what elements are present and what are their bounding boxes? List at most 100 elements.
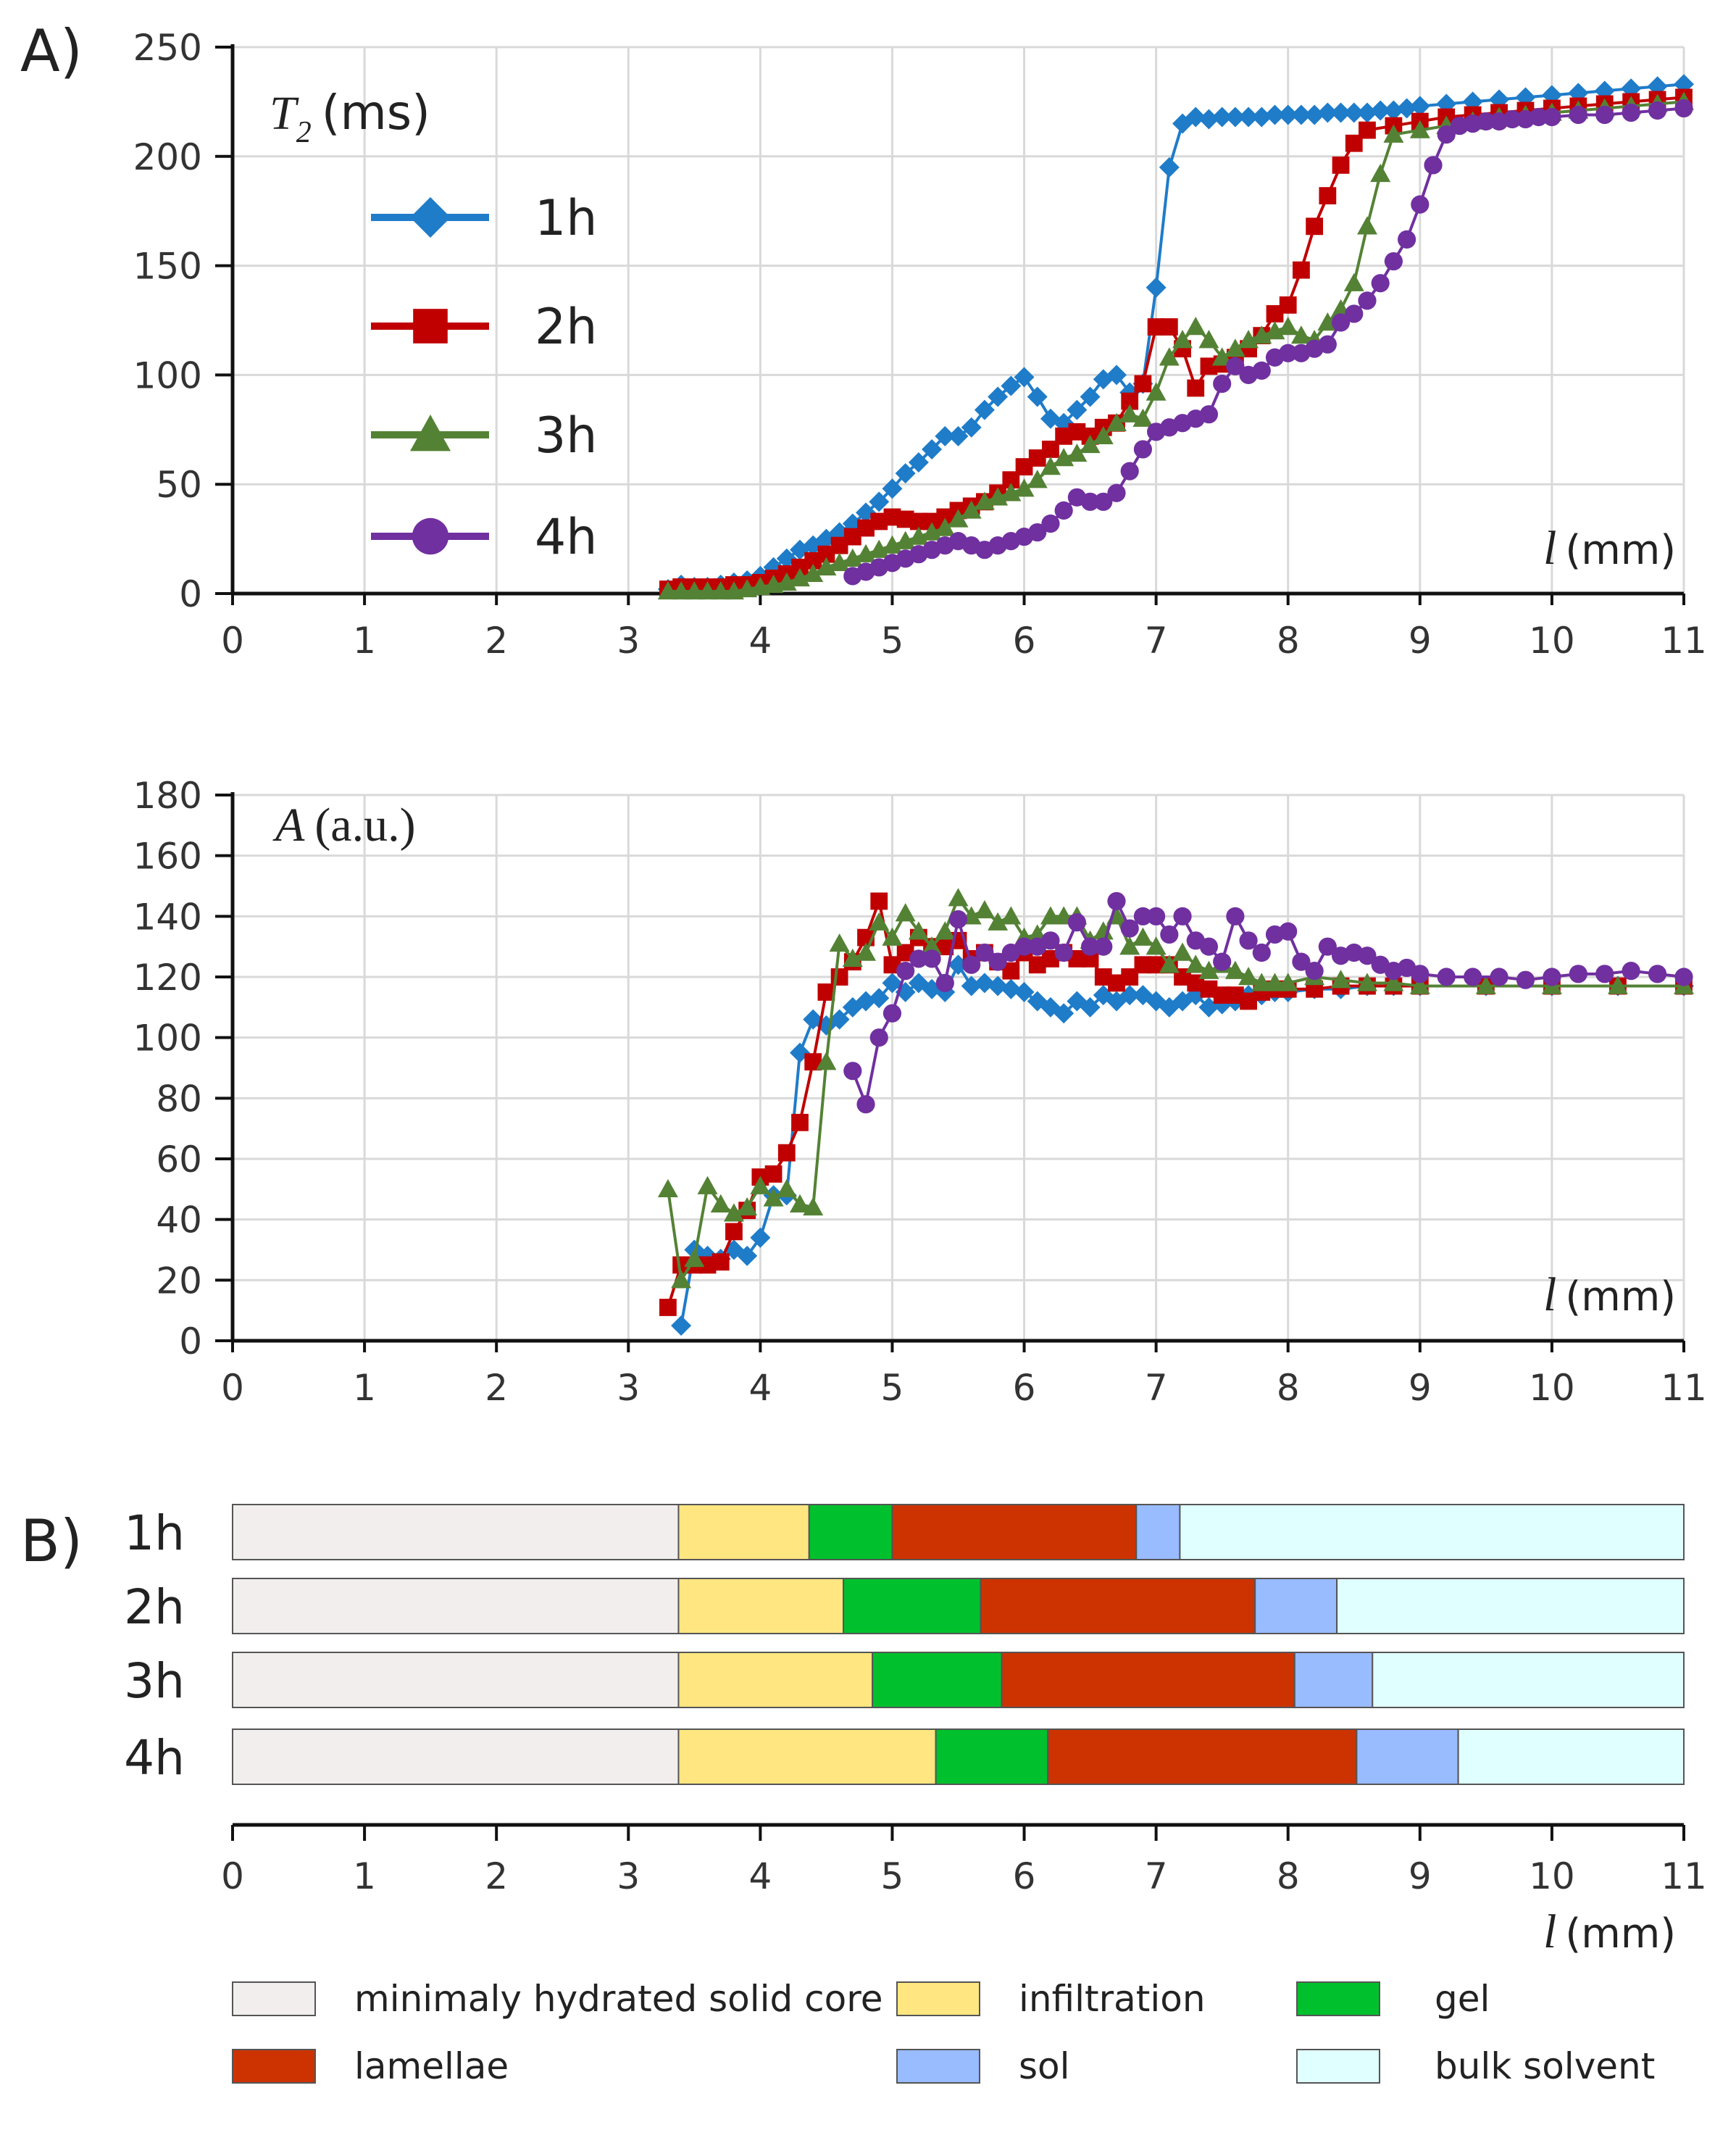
legend-marker-4h xyxy=(412,517,449,555)
data-point-2h xyxy=(791,558,809,576)
data-point-3h xyxy=(1475,975,1496,994)
x-tick-label: 9 xyxy=(1409,1855,1432,1897)
data-point-4h xyxy=(1107,483,1126,502)
data-point-3h xyxy=(1067,443,1088,462)
data-point-3h xyxy=(1238,967,1259,986)
data-point-3h xyxy=(1185,317,1206,336)
x-tick-label: 9 xyxy=(1409,1367,1432,1409)
legend-marker-1h xyxy=(410,197,451,238)
data-point-1h xyxy=(974,399,995,420)
x-tick-label: 2 xyxy=(485,620,508,662)
legend-label-3h: 3h xyxy=(535,407,597,465)
data-point-2h xyxy=(1226,986,1244,1004)
data-point-1h xyxy=(1370,100,1391,121)
x-tick-label: 6 xyxy=(1013,620,1036,662)
data-point-4h xyxy=(1094,492,1113,511)
data-point-1h xyxy=(671,1315,692,1336)
data-point-1h xyxy=(750,1227,771,1248)
data-point-3h xyxy=(1343,273,1364,291)
data-point-4h xyxy=(1318,335,1337,354)
y-tick-label: 180 xyxy=(133,775,202,817)
data-point-4h xyxy=(1199,937,1219,956)
data-point-3h xyxy=(710,581,731,600)
data-point-3h xyxy=(1159,347,1180,366)
data-point-4h xyxy=(1569,105,1587,125)
legend-label-gel: gel xyxy=(1435,1978,1490,2020)
data-point-4h xyxy=(1133,440,1153,459)
data-point-3h xyxy=(1145,382,1167,401)
x-tick-label: 0 xyxy=(221,1367,244,1409)
data-point-4h xyxy=(975,943,994,962)
data-point-3h xyxy=(684,1249,705,1268)
data-point-2h xyxy=(1002,962,1020,980)
data-point-2h xyxy=(1134,375,1152,393)
x-tick-label: 7 xyxy=(1145,620,1168,662)
y-tick-label: 200 xyxy=(133,136,202,178)
data-point-2h xyxy=(870,892,888,910)
data-point-1h xyxy=(988,975,1009,997)
data-point-3h xyxy=(1409,120,1430,138)
data-point-4h xyxy=(1120,919,1139,938)
bar-segment-4h-gel xyxy=(935,1728,1049,1785)
data-point-4h xyxy=(1080,937,1100,956)
data-point-4h xyxy=(1530,107,1548,127)
legend-marker-3h xyxy=(410,415,451,452)
data-point-2h xyxy=(764,1165,783,1183)
data-point-3h xyxy=(1040,906,1061,925)
data-point-4h xyxy=(1358,291,1377,310)
data-point-3h xyxy=(1198,330,1219,349)
data-point-4h xyxy=(1371,274,1390,293)
data-point-3h xyxy=(882,927,903,946)
data-point-2h xyxy=(1200,980,1218,998)
data-point-4h xyxy=(1054,943,1073,962)
data-point-4h xyxy=(1120,462,1139,481)
data-point-4h xyxy=(1080,492,1100,511)
data-point-1h xyxy=(1224,107,1245,128)
data-point-3h xyxy=(988,912,1009,931)
data-point-2h xyxy=(936,508,954,526)
data-point-1h xyxy=(961,975,982,997)
legend-label-core: minimaly hydrated solid core xyxy=(354,1978,882,2020)
data-point-1h xyxy=(935,425,956,446)
y-tick-label: 100 xyxy=(133,354,202,396)
data-point-3h xyxy=(1383,973,1404,991)
data-point-3h xyxy=(1093,921,1114,940)
data-point-3h xyxy=(1145,936,1167,955)
x-tick-label: 1 xyxy=(353,620,376,662)
data-point-2h xyxy=(1147,318,1165,336)
data-point-3h xyxy=(935,921,956,940)
bar-segment-1h-lamellae xyxy=(891,1504,1138,1560)
x-tick-label: 1 xyxy=(353,1367,376,1409)
bar-label-1h: 1h xyxy=(124,1505,185,1561)
data-point-4h xyxy=(948,910,968,929)
bar-segment-3h-lamellae xyxy=(1001,1652,1295,1708)
data-point-3h xyxy=(1159,954,1180,973)
bar-segment-1h-bulk xyxy=(1179,1504,1685,1560)
bar-segment-1h-gel xyxy=(808,1504,893,1560)
data-point-4h xyxy=(1622,103,1640,122)
x-tick-label: 3 xyxy=(617,620,640,662)
data-point-3h xyxy=(1409,975,1430,994)
data-point-3h xyxy=(1001,906,1022,925)
data-point-4h xyxy=(1213,952,1232,971)
data-point-3h xyxy=(1224,960,1245,979)
data-point-2h xyxy=(1028,449,1046,467)
data-point-1h xyxy=(869,988,890,1009)
data-point-3h xyxy=(1277,973,1298,991)
data-point-4h xyxy=(1595,105,1614,125)
legend-label-infiltration: infiltration xyxy=(1019,1978,1206,2020)
data-point-4h xyxy=(1041,514,1060,533)
phase-bars: 1h 2h 3h 4h 0 1 2 3 4 5 6 7 8 9 10 11 xyxy=(124,1504,1707,1897)
data-point-4h xyxy=(1595,965,1614,983)
data-point-3h xyxy=(1607,975,1628,994)
bar-segment-3h-core xyxy=(232,1652,680,1708)
data-point-3h xyxy=(657,1178,678,1198)
data-point-1h xyxy=(882,973,903,994)
data-point-4h xyxy=(1424,156,1443,175)
y-tick-label: 120 xyxy=(133,957,202,999)
data-point-4h xyxy=(896,962,915,981)
bar-segment-4h-infiltration xyxy=(677,1728,937,1785)
data-point-2h xyxy=(672,1256,690,1274)
x-tick-label: 8 xyxy=(1277,1855,1300,1897)
data-point-4h xyxy=(1358,947,1377,965)
